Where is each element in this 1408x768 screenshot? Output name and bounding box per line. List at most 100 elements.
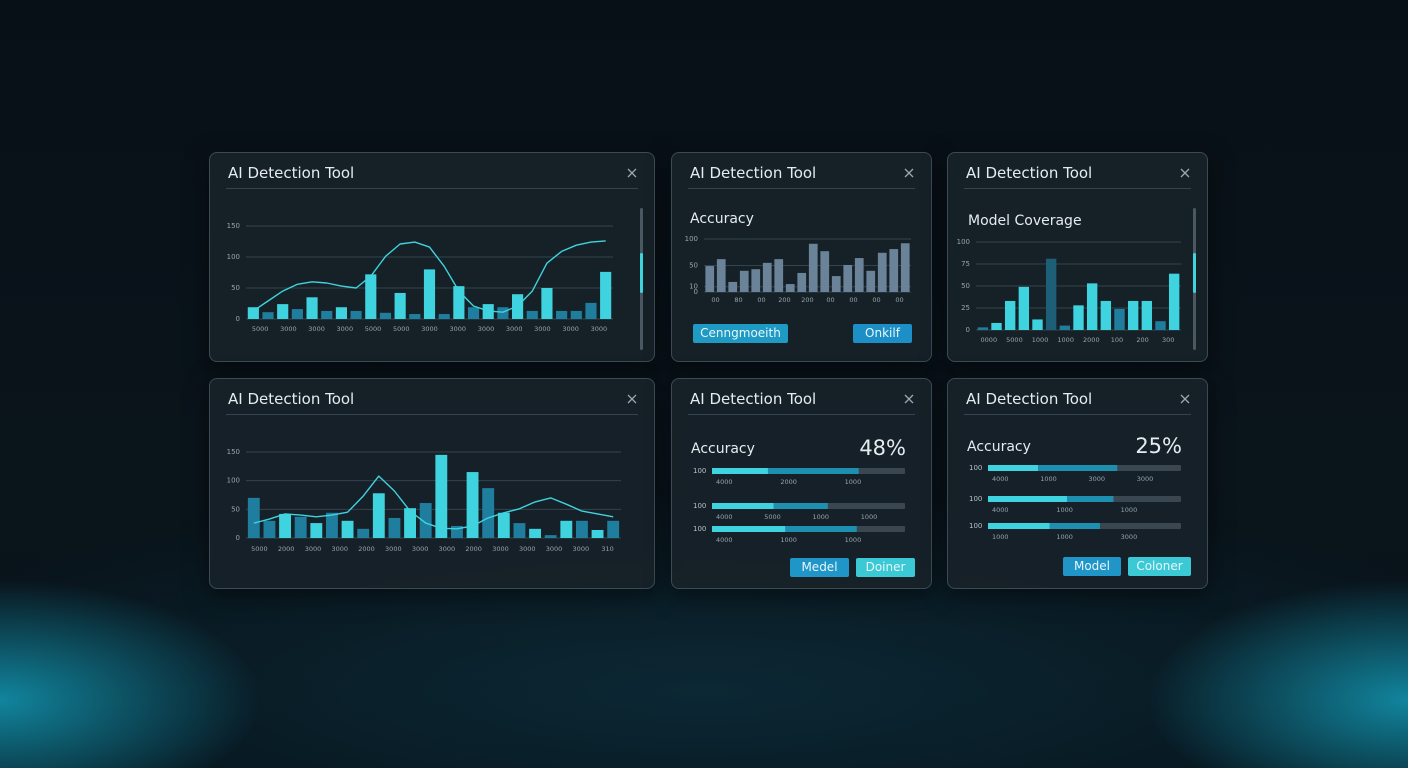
bar: [1018, 286, 1030, 330]
row-tick-label: 5000: [764, 513, 781, 521]
x-tick-label: 200: [1136, 336, 1148, 344]
divider: [964, 414, 1191, 415]
bar: [529, 528, 541, 538]
bar: [576, 520, 588, 538]
button[interactable]: Medel: [790, 558, 849, 577]
close-button[interactable]: [627, 168, 637, 178]
y-tick-label: 150: [227, 222, 240, 230]
y-tick-label: 75: [961, 260, 970, 268]
row-tick-label: 2000: [780, 478, 797, 486]
x-tick-label: 3000: [478, 325, 495, 333]
x-tick-label: 3000: [439, 545, 456, 553]
row-tick-label: 1000: [861, 513, 878, 521]
close-icon: [1180, 168, 1190, 178]
bar: [1045, 258, 1057, 330]
button[interactable]: Doiner: [856, 558, 915, 577]
bar: [291, 309, 303, 319]
x-tick-label: 3000: [331, 545, 348, 553]
scrollbar-thumb[interactable]: [1193, 253, 1196, 293]
row-tick-label: 4000: [992, 475, 1009, 483]
bar: [541, 288, 553, 319]
bar: [350, 310, 362, 319]
bar: [335, 307, 347, 319]
scrollbar-thumb[interactable]: [640, 253, 643, 293]
x-tick-label: 5000: [251, 545, 268, 553]
bar: [409, 314, 421, 319]
progress-segment: [712, 526, 786, 532]
bar: [556, 310, 568, 319]
close-button[interactable]: [1180, 168, 1190, 178]
button[interactable]: Model: [1063, 557, 1121, 576]
bar: [1086, 283, 1098, 330]
x-tick-label: 3000: [573, 545, 590, 553]
y-tick-label: 100: [227, 253, 240, 261]
row-tick-label: 4000: [716, 513, 733, 521]
panel: AI Detection Tool 150 100 50 0 5000 3000 3000 30…: [209, 152, 655, 362]
panel-title: AI Detection Tool: [690, 390, 817, 408]
bar: [1004, 300, 1016, 330]
bar: [831, 276, 841, 292]
progress-segment: [767, 468, 859, 474]
bar: [716, 259, 726, 292]
bar: [1073, 305, 1084, 330]
trend-line: [253, 475, 614, 530]
close-button[interactable]: [1180, 394, 1190, 404]
bar: [544, 535, 557, 538]
row-label: 100: [969, 495, 982, 503]
y-tick-label: 50: [231, 284, 240, 292]
row-label: 100: [969, 464, 982, 472]
bar: [438, 314, 450, 319]
row-tick-label: 1000: [1040, 475, 1057, 483]
button[interactable]: Cenngmoeith: [693, 324, 788, 343]
bar: [321, 310, 333, 319]
bar: [977, 327, 989, 330]
row-tick-label: 1000: [1056, 533, 1073, 541]
x-tick-label: 00: [872, 296, 880, 304]
progress-segment: [773, 503, 828, 509]
row-tick-label: 1000: [813, 513, 830, 521]
divider: [688, 414, 915, 415]
close-button[interactable]: [904, 168, 914, 178]
y-tick-label: 100: [227, 477, 240, 485]
bar: [404, 508, 416, 538]
x-tick-label: 3000: [546, 545, 563, 553]
x-tick-label: 2000: [278, 545, 295, 553]
subtitle: Accuracy: [691, 441, 755, 457]
panel-title: AI Detection Tool: [966, 164, 1093, 182]
y-tick-label: 100: [685, 235, 698, 243]
bar: [451, 525, 463, 538]
progress-segment: [785, 526, 857, 532]
close-button[interactable]: [627, 394, 637, 404]
row-label: 100: [969, 522, 982, 530]
bar: [728, 281, 738, 292]
y-tick-label: 0: [236, 315, 240, 323]
row-tick-label: 4000: [992, 506, 1009, 514]
bar: [247, 497, 260, 538]
row-label: 100: [693, 502, 706, 510]
x-tick-label: 3000: [385, 545, 402, 553]
progress-segment: [1049, 523, 1100, 529]
x-tick-label: 3000: [412, 545, 429, 553]
progress-segment: [988, 523, 1050, 529]
panel-title: AI Detection Tool: [690, 164, 817, 182]
progress-segment: [988, 465, 1039, 471]
x-tick-label: 3000: [305, 545, 322, 553]
close-button[interactable]: [904, 394, 914, 404]
bar: [1032, 319, 1043, 330]
row-tick-label: 3000: [1137, 475, 1154, 483]
row-tick-label: 1000: [1056, 506, 1073, 514]
progress-segment: [1067, 496, 1114, 502]
close-icon: [1180, 394, 1190, 404]
subtitle: Model Coverage: [968, 213, 1082, 229]
bar: [497, 307, 509, 319]
panel-canvas: Accuracy 48% 100 4000 2000 1000 100 4000 5000 100…: [691, 394, 914, 544]
bar: [585, 302, 597, 319]
x-tick-label: 3000: [308, 325, 325, 333]
button[interactable]: Coloner: [1128, 557, 1191, 576]
row-label: 100: [693, 525, 706, 533]
panel-title: AI Detection Tool: [228, 390, 355, 408]
close-icon: [627, 394, 637, 404]
button[interactable]: Onkilf: [853, 324, 912, 343]
bar: [262, 312, 274, 319]
bar: [341, 520, 354, 538]
